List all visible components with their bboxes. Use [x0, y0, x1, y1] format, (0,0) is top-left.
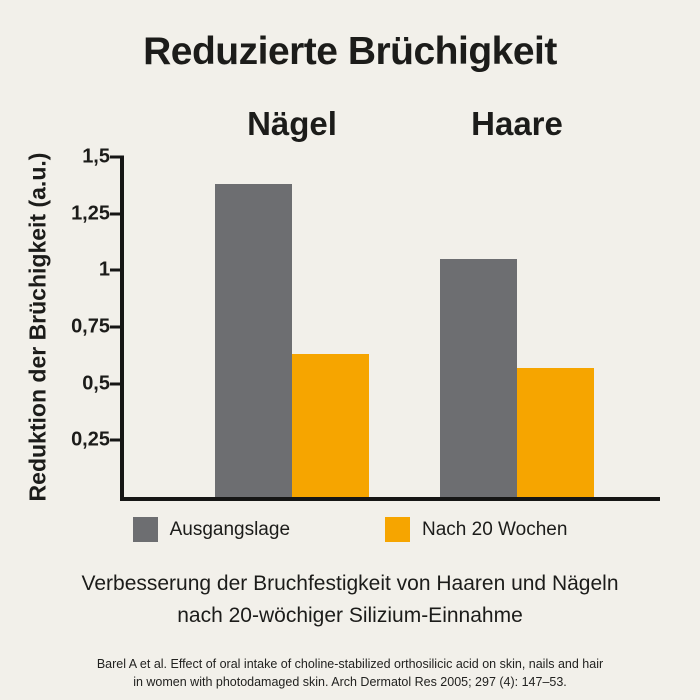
- source-footnote: Barel A et al. Effect of oral intake of …: [0, 655, 700, 691]
- caption-line-1: Verbesserung der Bruchfestigkeit von Haa…: [81, 572, 619, 595]
- y-tick-label: 0,25: [71, 428, 110, 451]
- legend: Ausgangslage Nach 20 Wochen: [0, 517, 700, 542]
- bar: [517, 367, 594, 497]
- footnote-line-1: Barel A et al. Effect of oral intake of …: [96, 657, 604, 671]
- legend-swatch-gray: [132, 517, 158, 542]
- legend-swatch-orange: [385, 517, 411, 542]
- legend-label-after-20-weeks: Nach 20 Wochen: [422, 518, 568, 540]
- y-axis-tick: [110, 382, 124, 386]
- y-tick-label: 0,75: [71, 315, 110, 338]
- y-axis-line: [120, 157, 124, 501]
- chart-title: Reduzierte Brüchigkeit: [143, 30, 557, 73]
- y-axis-tick: [110, 212, 124, 216]
- footnote-line-2: in women with photodamaged skin. Arch De…: [133, 675, 567, 690]
- y-tick-label: 1: [98, 258, 110, 281]
- category-label: Nägel: [247, 105, 337, 142]
- y-tick-label: 1,25: [71, 202, 110, 225]
- legend-item-after-20-weeks: Nach 20 Wochen: [385, 517, 567, 542]
- category-label: Haare: [471, 105, 563, 142]
- y-axis-tick: [110, 268, 124, 272]
- y-axis-title: Reduktion der Brüchigkeit (a.u.): [24, 152, 51, 502]
- caption: Verbesserung der Bruchfestigkeit von Haa…: [0, 568, 700, 631]
- y-axis-tick: [110, 155, 124, 159]
- bar: [215, 184, 292, 497]
- y-tick-label: 1,5: [82, 145, 110, 168]
- caption-line-2: nach 20-wöchiger Silizium-Einnahme: [177, 603, 523, 627]
- y-axis-tick: [110, 325, 124, 329]
- legend-item-baseline: Ausgangslage: [132, 517, 291, 542]
- legend-label-baseline: Ausgangslage: [169, 518, 291, 540]
- bar: [440, 259, 517, 497]
- plot-area: 1,5 1,25 1 0,75 0,5 0,25 Nägel Haare: [71, 105, 660, 501]
- x-axis-line: [120, 497, 660, 501]
- bar: [292, 354, 369, 497]
- y-tick-label: 0,5: [82, 372, 110, 395]
- y-axis-tick: [110, 438, 124, 442]
